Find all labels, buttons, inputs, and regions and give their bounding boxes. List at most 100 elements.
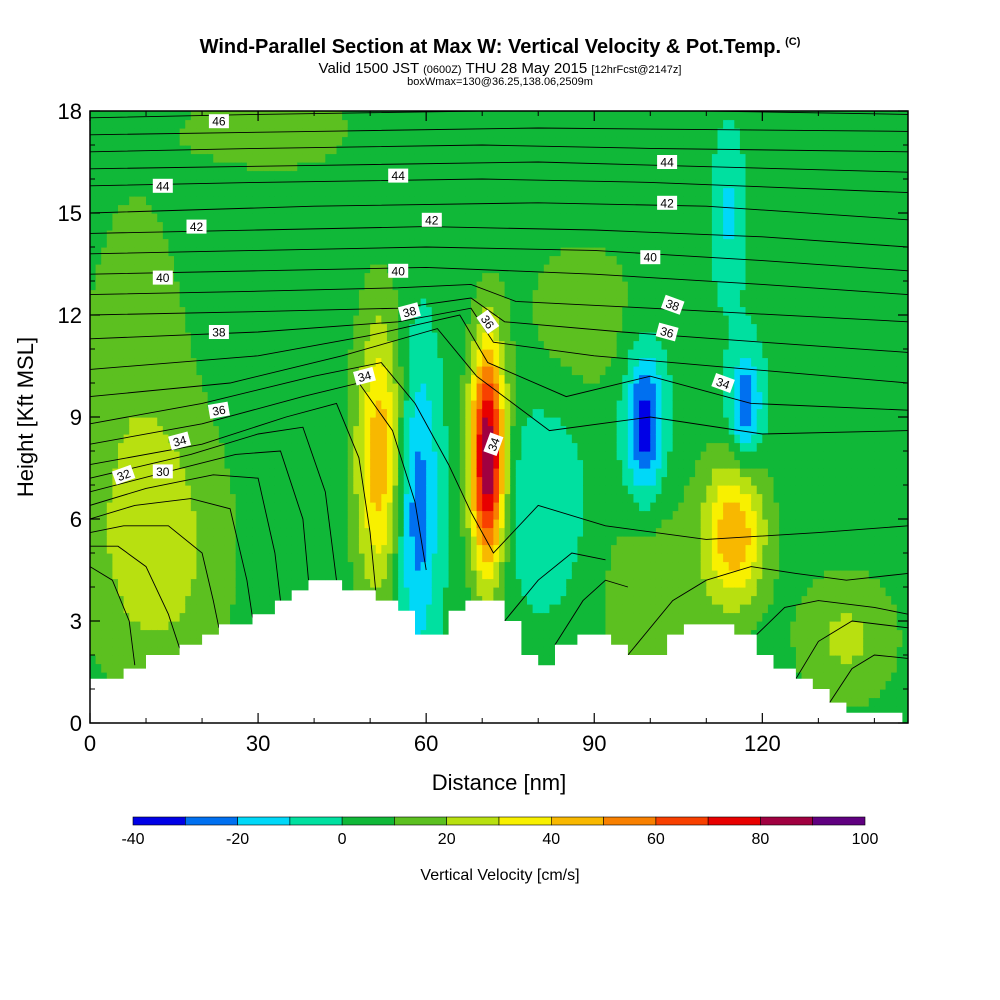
velocity-cell (386, 349, 394, 359)
velocity-cell (129, 510, 136, 520)
velocity-cell (336, 349, 343, 359)
velocity-cell (454, 510, 461, 520)
velocity-cell (302, 128, 310, 138)
velocity-cell (101, 451, 108, 461)
velocity-cell (106, 247, 114, 257)
velocity-cell (398, 417, 405, 427)
velocity-cell (179, 204, 186, 214)
velocity-cell (123, 400, 130, 410)
velocity-cell (330, 349, 338, 359)
velocity-cell (358, 145, 366, 155)
velocity-cell (291, 502, 298, 512)
velocity-cell (235, 391, 242, 401)
velocity-cell (347, 153, 354, 163)
velocity-cell (112, 629, 119, 639)
velocity-cell (258, 238, 265, 248)
velocity-cell (162, 238, 170, 248)
velocity-cell (403, 417, 410, 427)
velocity-cell (230, 561, 237, 571)
velocity-cell (112, 451, 119, 461)
velocity-cell (437, 170, 444, 180)
velocity-cell (269, 145, 276, 155)
velocity-cell (470, 476, 478, 486)
velocity-cell (364, 553, 371, 563)
velocity-cell (263, 315, 270, 325)
velocity-cell (454, 323, 461, 333)
velocity-cell (224, 187, 231, 197)
velocity-cell (342, 434, 349, 444)
velocity-cell (146, 417, 153, 427)
velocity-cell (224, 315, 231, 325)
velocity-cell (386, 451, 394, 461)
velocity-cell (241, 553, 248, 563)
velocity-cell (370, 357, 377, 367)
velocity-cell (286, 357, 293, 367)
velocity-cell (207, 357, 214, 367)
velocity-cell (157, 136, 164, 146)
velocity-cell (134, 570, 142, 580)
velocity-cell (342, 315, 349, 325)
velocity-cell (448, 213, 455, 223)
velocity-cell (426, 502, 433, 512)
velocity-cell (263, 536, 270, 546)
velocity-cell (280, 187, 287, 197)
velocity-cell (241, 383, 248, 393)
velocity-cell (196, 451, 203, 461)
velocity-cell (314, 468, 321, 478)
velocity-cell (112, 502, 119, 512)
velocity-cell (101, 196, 108, 206)
velocity-cell (196, 476, 203, 486)
velocity-cell (302, 230, 310, 240)
velocity-cell (409, 162, 416, 172)
velocity-cell (241, 374, 248, 384)
velocity-cell (263, 570, 270, 580)
velocity-cell (157, 357, 164, 367)
velocity-cell (157, 425, 164, 435)
velocity-cell (319, 238, 326, 248)
velocity-cell (146, 468, 153, 478)
velocity-cell (442, 408, 450, 418)
velocity-cell (465, 366, 472, 376)
velocity-cell (319, 162, 326, 172)
velocity-cell (168, 570, 175, 580)
velocity-cell (358, 179, 366, 189)
velocity-cell (246, 136, 254, 146)
velocity-cell (230, 306, 237, 316)
velocity-cell (465, 196, 472, 206)
velocity-cell (403, 425, 410, 435)
velocity-cell (207, 451, 214, 461)
velocity-cell (409, 383, 416, 393)
velocity-cell (90, 357, 97, 367)
velocity-cell (370, 510, 377, 520)
velocity-cell (431, 255, 438, 265)
velocity-cell (319, 332, 326, 342)
velocity-cell (465, 315, 472, 325)
velocity-cell (381, 323, 388, 333)
velocity-cell (386, 476, 394, 486)
velocity-cell (174, 323, 181, 333)
velocity-cell (213, 476, 220, 486)
velocity-cell (174, 629, 181, 639)
velocity-cell (196, 255, 203, 265)
velocity-cell (90, 170, 97, 180)
velocity-cell (426, 298, 433, 308)
velocity-cell (358, 536, 366, 546)
velocity-cell (151, 213, 158, 223)
velocity-cell (106, 145, 114, 155)
velocity-cell (196, 638, 203, 648)
velocity-cell (470, 451, 478, 461)
velocity-cell (392, 391, 399, 401)
velocity-cell (302, 366, 310, 376)
velocity-cell (185, 451, 192, 461)
velocity-cell (308, 519, 315, 529)
velocity-cell (414, 442, 422, 452)
velocity-cell (269, 170, 276, 180)
velocity-cell (263, 136, 270, 146)
velocity-cell (263, 196, 270, 206)
velocity-cell (146, 570, 153, 580)
velocity-cell (179, 621, 186, 631)
velocity-cell (319, 340, 326, 350)
velocity-cell (151, 587, 158, 597)
velocity-cell (459, 459, 466, 469)
velocity-cell (375, 272, 382, 282)
